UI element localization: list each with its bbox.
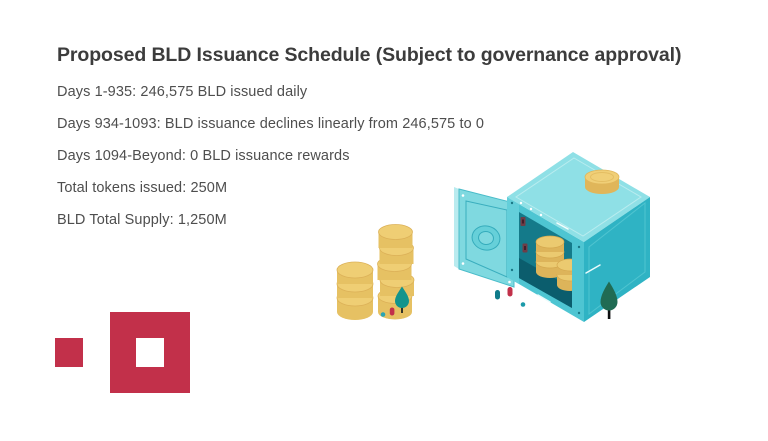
safe-illustration xyxy=(336,152,650,322)
bullet-total-issued: Total tokens issued: 250M xyxy=(57,180,228,196)
logo-square-hole xyxy=(136,338,164,367)
hinge-icon xyxy=(520,217,528,253)
coin-stack-tall xyxy=(377,224,415,320)
coins-inside-safe xyxy=(535,235,572,291)
page-title: Proposed BLD Issuance Schedule (Subject … xyxy=(57,44,682,66)
logo-square-large xyxy=(110,312,190,393)
bullet-issuance-decline: Days 934-1093: BLD issuance declines lin… xyxy=(57,116,485,132)
logo-square-small xyxy=(55,338,83,367)
door-dial-icon xyxy=(471,225,501,251)
safe-body xyxy=(507,152,650,322)
small-tree-icon xyxy=(395,286,409,313)
safe-door-icon xyxy=(454,187,515,288)
bullet-list: Days 1-935: 246,575 BLD issued daily Day… xyxy=(57,76,484,236)
coin-on-top-icon xyxy=(584,169,620,194)
bullet-issuance-daily: Days 1-935: 246,575 BLD issued daily xyxy=(57,84,308,100)
large-tree-icon xyxy=(600,281,618,319)
coin-stack-short xyxy=(336,261,374,320)
bullet-issuance-zero: Days 1094-Beyond: 0 BLD issuance rewards xyxy=(57,148,350,164)
confetti-dots-left xyxy=(380,307,395,317)
bullet-total-supply: BLD Total Supply: 1,250M xyxy=(57,212,227,228)
confetti-dots-safe xyxy=(495,287,526,307)
